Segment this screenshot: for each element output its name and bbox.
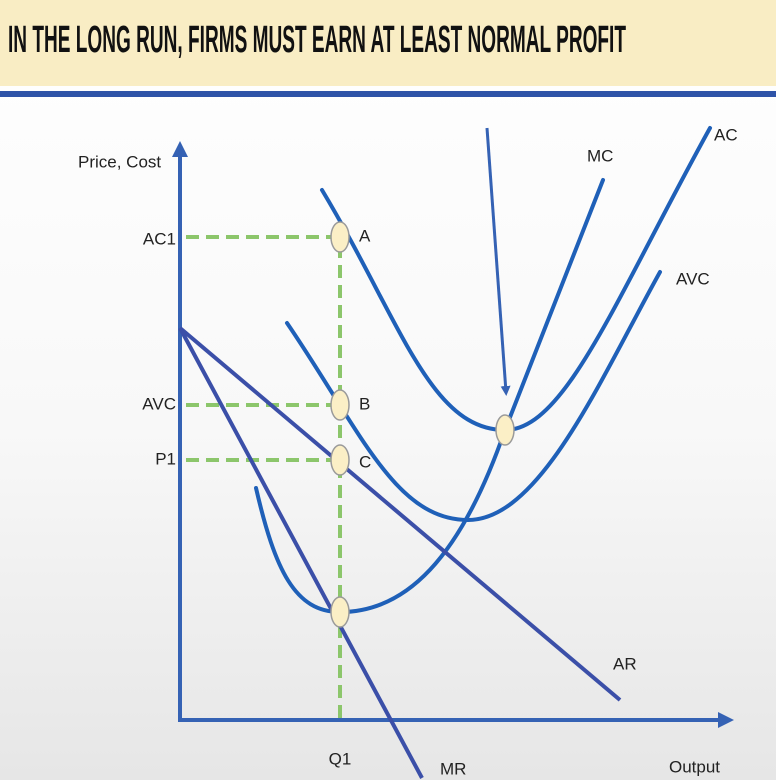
title-rule <box>0 91 776 97</box>
y-label-ac1: AC1 <box>143 229 176 248</box>
mc-curve <box>254 178 605 615</box>
ac-label: AC <box>714 125 738 144</box>
point-mc-min <box>330 596 350 628</box>
y-label-p1: P1 <box>155 449 176 468</box>
point-ac-min <box>495 414 515 446</box>
mr-line <box>178 327 424 779</box>
title: IN THE LONG RUN, FIRMS MUST EARN AT LEAS… <box>8 19 626 61</box>
avc-label: AVC <box>676 269 710 288</box>
ar-line <box>178 326 622 702</box>
point-a <box>330 221 350 253</box>
y-label-avc: AVC <box>142 394 176 413</box>
pointer-arrow <box>485 127 511 396</box>
point-a-label: A <box>359 226 371 245</box>
mc-label: MC <box>587 146 613 165</box>
avc-curve <box>285 270 662 523</box>
point-c-label: C <box>359 452 371 471</box>
title-banner <box>0 0 776 86</box>
point-c <box>330 444 350 476</box>
point-b-label: B <box>359 394 370 413</box>
point-b <box>330 389 350 421</box>
x-label-q1: Q1 <box>329 749 352 768</box>
ar-label: AR <box>613 654 637 673</box>
mr-label: MR <box>440 759 466 778</box>
x-axis-label: Output <box>669 757 720 776</box>
y-axis-label: Price, Cost <box>78 152 161 171</box>
